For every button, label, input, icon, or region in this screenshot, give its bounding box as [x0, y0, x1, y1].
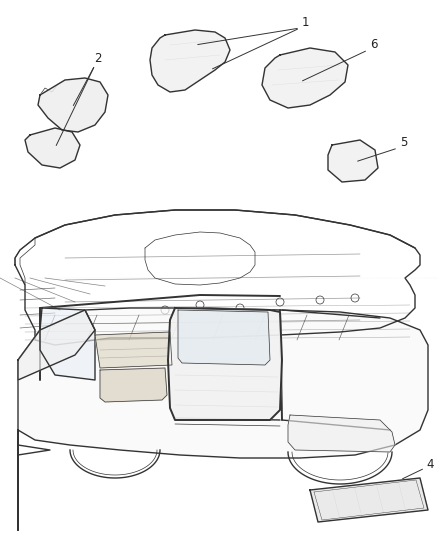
Text: 4: 4 [426, 457, 434, 471]
Polygon shape [288, 415, 395, 452]
Polygon shape [95, 332, 172, 368]
Polygon shape [18, 308, 428, 530]
Polygon shape [178, 310, 270, 365]
Polygon shape [150, 30, 230, 92]
Polygon shape [100, 368, 167, 402]
Text: 5: 5 [400, 135, 408, 149]
Polygon shape [168, 308, 282, 420]
Text: 1: 1 [301, 15, 309, 28]
Polygon shape [25, 128, 80, 168]
Polygon shape [310, 478, 428, 522]
Polygon shape [262, 48, 348, 108]
Polygon shape [18, 310, 95, 380]
Polygon shape [328, 140, 378, 182]
Text: 6: 6 [370, 37, 378, 51]
Polygon shape [40, 308, 95, 380]
Text: 2: 2 [94, 52, 102, 64]
Polygon shape [38, 78, 108, 132]
